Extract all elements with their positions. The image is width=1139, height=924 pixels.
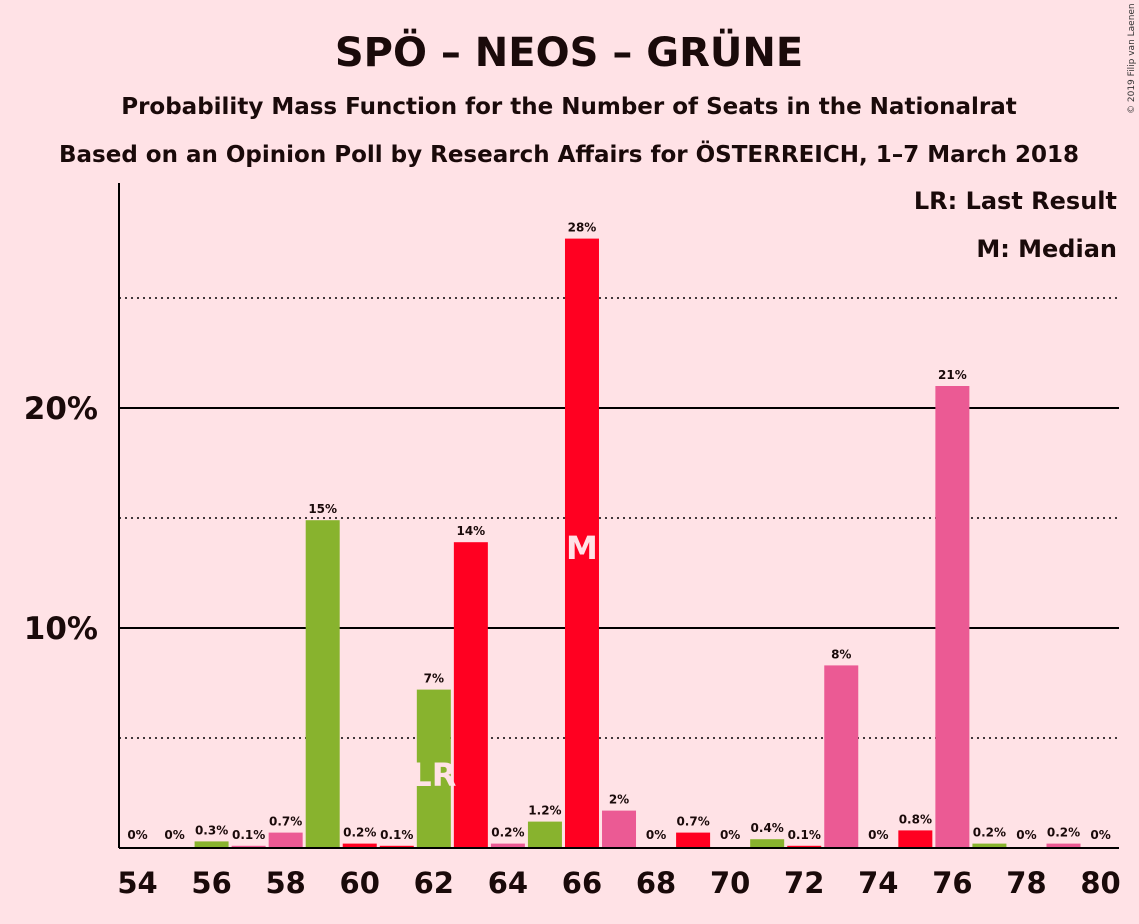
data-label: 0% [127, 828, 147, 842]
x-tick-label: 72 [784, 866, 824, 900]
data-label: 0.1% [788, 828, 821, 842]
data-label: 0.2% [1047, 826, 1080, 840]
chart-title: SPÖ – NEOS – GRÜNE [335, 28, 803, 76]
bar [972, 843, 1007, 848]
data-label: 14% [456, 524, 485, 538]
data-label: 0% [1016, 828, 1036, 842]
data-label: 0% [646, 828, 666, 842]
bar [787, 845, 822, 848]
bar [231, 845, 266, 848]
last-result-marker: LR [411, 756, 456, 794]
bar [490, 843, 525, 848]
bar [602, 810, 637, 848]
x-tick-label: 68 [636, 866, 676, 900]
y-tick-label: 10% [24, 611, 98, 647]
data-label: 7% [424, 672, 444, 686]
bar [453, 542, 488, 848]
y-tick-labels: 10% 20% [24, 391, 98, 647]
x-tick-label: 62 [414, 866, 454, 900]
data-label: 1.2% [528, 804, 561, 818]
x-tick-label: 70 [710, 866, 750, 900]
legend-median: M: Median [976, 235, 1117, 263]
legend-last-result: LR: Last Result [914, 187, 1117, 215]
bar [898, 830, 933, 848]
data-label: 15% [308, 502, 337, 516]
x-tick-label: 80 [1080, 866, 1120, 900]
x-tick-label: 54 [117, 866, 157, 900]
bar [1046, 843, 1081, 848]
data-label: 0% [1090, 828, 1110, 842]
bar [676, 832, 711, 848]
x-tick-label: 78 [1006, 866, 1046, 900]
data-label: 0.3% [195, 823, 228, 837]
data-label: 8% [831, 647, 851, 661]
x-tick-label: 64 [488, 866, 528, 900]
chart-subtitle-1: Probability Mass Function for the Number… [121, 94, 1017, 120]
data-label: 0% [868, 828, 888, 842]
data-label: 0.2% [343, 826, 376, 840]
x-tick-label: 74 [858, 866, 898, 900]
median-marker: M [566, 529, 598, 567]
bar [379, 845, 414, 848]
bar [416, 689, 451, 848]
x-tick-label: 60 [340, 866, 380, 900]
data-label: 0% [164, 828, 184, 842]
credit-text: © 2019 Filip van Laenen [1127, 3, 1137, 114]
data-label: 0.1% [380, 828, 413, 842]
bar [305, 520, 340, 848]
data-labels-group: 0% 0% 0.3% 0.1% 0.7% 15% 0.2% 0.1% 7% 14% 0.2% 1.2%… [127, 221, 1110, 842]
x-tick-labels: 54 56 58 60 62 64 66 68 70 72 74 76 78 80 [117, 866, 1120, 900]
bar [342, 843, 377, 848]
bar [824, 665, 859, 848]
bar [750, 839, 785, 848]
x-tick-label: 58 [265, 866, 305, 900]
data-label: 28% [568, 221, 597, 235]
bar [935, 386, 970, 848]
data-label: 0.1% [232, 828, 265, 842]
markers-group: LR M [411, 529, 598, 794]
bar [527, 821, 562, 848]
y-tick-label: 20% [24, 391, 98, 427]
x-tick-label: 66 [562, 866, 602, 900]
x-tick-label: 76 [932, 866, 972, 900]
data-label: 2% [609, 793, 629, 807]
data-label: 0.2% [491, 826, 524, 840]
bar [564, 238, 599, 849]
x-tick-label: 56 [191, 866, 231, 900]
data-label: 0.8% [899, 812, 932, 826]
chart-subtitle-2: Based on an Opinion Poll by Research Aff… [59, 140, 1079, 168]
data-label: 0.4% [751, 821, 784, 835]
bars-group [194, 238, 1081, 849]
data-label: 0% [720, 828, 740, 842]
data-label: 0.7% [269, 815, 302, 829]
data-label: 21% [938, 368, 967, 382]
bar [194, 841, 229, 848]
data-label: 0.7% [676, 815, 709, 829]
bar [268, 832, 303, 848]
data-label: 0.2% [973, 826, 1006, 840]
